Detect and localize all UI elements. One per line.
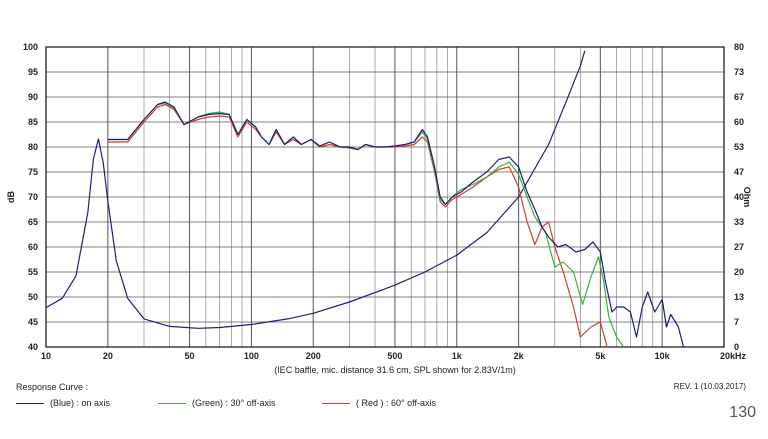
y2-tick-label: 67: [734, 92, 744, 102]
y-tick-label: 90: [28, 92, 38, 102]
series-layer: [45, 50, 685, 348]
y2-tick-label: 53: [734, 142, 744, 152]
y2-tick-label: 73: [734, 67, 744, 77]
x-tick-label: 50: [185, 351, 195, 361]
y2-tick-label: 80: [734, 42, 744, 52]
y-tick-label: 65: [28, 217, 38, 227]
y2-tick-label: 47: [734, 167, 744, 177]
y-axis-label: dB: [6, 191, 16, 203]
x-tick-label: 1k: [452, 351, 463, 361]
x-tick-label: 200: [306, 351, 321, 361]
revision-label: REV. 1 (10.03.2017): [673, 382, 746, 391]
y2-tick-label: 60: [734, 117, 744, 127]
y2-tick-label: 40: [734, 192, 744, 202]
page-number: 130: [729, 404, 756, 421]
series-line-green-30-off-axis: [107, 102, 625, 348]
y-tick-label: 60: [28, 242, 38, 252]
y2-tick-label: 0: [734, 342, 739, 352]
legend-swatch-green: [158, 402, 186, 404]
x-tick-label: 10k: [655, 351, 671, 361]
x-tick-label: 20kHz: [720, 351, 747, 361]
x-tick-label: 5k: [595, 351, 606, 361]
major-gridlines: [46, 47, 724, 347]
y-tick-labels: 100 95 90 85 80 75 70 65 60 55 50 45 40: [23, 42, 38, 352]
legend-swatch-blue: [16, 402, 44, 404]
series-line-red-60-off-axis: [107, 103, 608, 348]
x-tick-label: 10: [41, 351, 51, 361]
y2-tick-label: 33: [734, 217, 744, 227]
x-tick-label: 20: [103, 351, 113, 361]
x-axis-caption: (IEC baffle, mic. distance 31.6 cm, SPL …: [274, 365, 516, 375]
y2-axis-label: Ohm: [742, 187, 752, 208]
x-tick-label: 2k: [514, 351, 525, 361]
x-tick-label: 100: [244, 351, 259, 361]
y2-tick-label: 7: [734, 317, 739, 327]
legend-item-green: (Green) : 30° off-axis: [158, 398, 275, 408]
plot-frame: [45, 46, 725, 348]
y-tick-label: 75: [28, 167, 38, 177]
series-line-blue-on-axis: [107, 101, 685, 348]
legend-title: Response Curve :: [16, 382, 89, 392]
x-tick-labels: 10 20 50 100 200 500 1k 2k 5k 10k 20kHz: [41, 351, 747, 361]
y2-tick-label: 27: [734, 242, 744, 252]
x-tick-label: 500: [387, 351, 402, 361]
legend-item-red: ( Red ) : 60° off-axis: [322, 398, 436, 408]
y-tick-label: 100: [23, 42, 38, 52]
y-tick-label: 85: [28, 117, 38, 127]
y-tick-label: 70: [28, 192, 38, 202]
y-tick-label: 45: [28, 317, 38, 327]
y-tick-label: 55: [28, 267, 38, 277]
legend-swatch-red: [322, 402, 350, 404]
y2-tick-labels: 80 73 67 60 53 47 40 33 27 20 13 7 0: [734, 42, 744, 352]
y2-tick-label: 20: [734, 267, 744, 277]
y-tick-label: 95: [28, 67, 38, 77]
legend-label-blue: (Blue) : on axis: [50, 398, 111, 408]
legend-label-green: (Green) : 30° off-axis: [192, 398, 276, 408]
series-line-impedance: [45, 50, 586, 329]
y-tick-label: 40: [28, 342, 38, 352]
legend-label-red: ( Red ) : 60° off-axis: [356, 398, 436, 408]
legend-item-blue: (Blue) : on axis: [16, 398, 110, 408]
y2-tick-label: 13: [734, 292, 744, 302]
y-tick-label: 80: [28, 142, 38, 152]
y-tick-label: 50: [28, 292, 38, 302]
